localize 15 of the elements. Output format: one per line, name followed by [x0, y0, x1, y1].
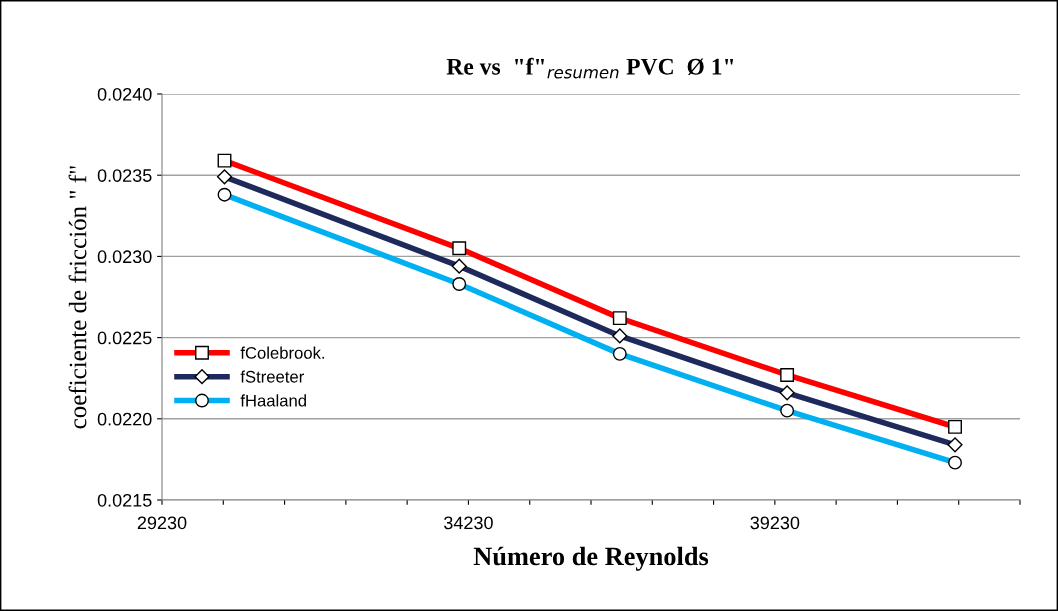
- y-tick-label: 0.0215: [97, 493, 152, 507]
- y-tick-label: 0.0240: [97, 87, 152, 101]
- y-tick-label: 0.0220: [97, 412, 152, 426]
- y-axis-title: coeficiente de fricción " f": [68, 166, 87, 429]
- y-tick-label: 0.0235: [97, 169, 152, 182]
- legend-label: fColebrook.: [240, 346, 325, 359]
- legend-label: fHaaland: [240, 394, 306, 407]
- x-tick-label: 34230: [444, 516, 493, 530]
- x-tick-label: 39230: [750, 516, 800, 530]
- x-tick-label: 29230: [137, 516, 187, 530]
- legend-label: fStreeter: [240, 370, 304, 383]
- x-axis-title: Número de Reynolds: [473, 546, 709, 571]
- y-tick-label: 0.0225: [97, 331, 152, 345]
- y-tick-label: 0.0230: [97, 250, 152, 264]
- chart-title: Re vs "f"$_{resumen}$ PVC Ø 1": [446, 57, 734, 79]
